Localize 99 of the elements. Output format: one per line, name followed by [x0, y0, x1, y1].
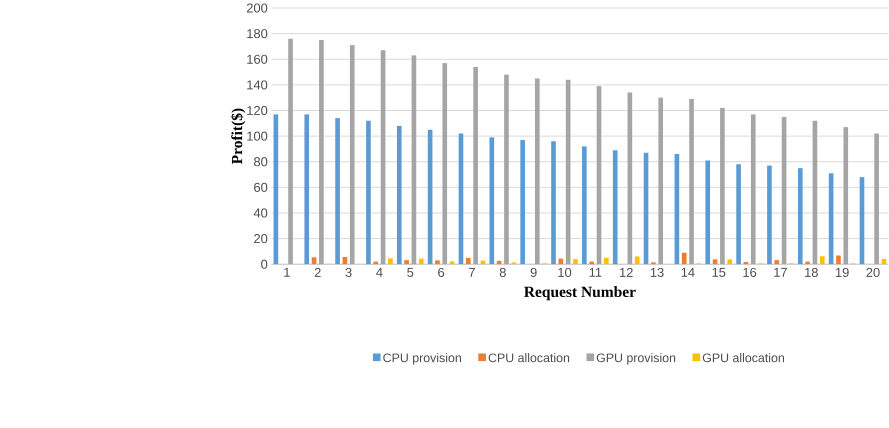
- bar: [674, 154, 680, 264]
- bar: [874, 133, 879, 264]
- bar: [342, 256, 348, 264]
- legend-label: CPU provision: [383, 353, 461, 365]
- bar: [882, 258, 886, 264]
- bar: [644, 152, 648, 264]
- bar: [380, 50, 386, 264]
- bar: [720, 108, 725, 264]
- bar: [566, 80, 570, 264]
- bar: [534, 78, 540, 264]
- x-tick-label: 17: [774, 268, 787, 277]
- bar: [736, 164, 741, 264]
- bar: [750, 114, 756, 264]
- bar: [689, 98, 694, 264]
- y-tick-label: 200: [246, 3, 268, 12]
- x-tick-label: 15: [712, 268, 726, 277]
- bar: [836, 255, 841, 264]
- bar: [798, 168, 803, 264]
- bar: [274, 114, 278, 264]
- bar: [428, 130, 432, 264]
- bar: [828, 173, 834, 264]
- x-tick-label: 1: [284, 268, 290, 277]
- bar: [712, 259, 718, 264]
- bar: [373, 262, 378, 264]
- bar: [558, 258, 564, 264]
- y-tick-label: 100: [247, 131, 268, 141]
- bar: [805, 262, 810, 264]
- bar: [319, 40, 324, 264]
- bar: [412, 55, 416, 264]
- y-tick-label: 140: [247, 80, 268, 90]
- x-axis-title: Request Number: [524, 286, 636, 300]
- x-tick-label: 12: [620, 268, 633, 277]
- bar: [350, 45, 355, 264]
- bar: [628, 92, 632, 264]
- y-axis-title: Profit($): [230, 108, 246, 164]
- y-tick-label: 180: [247, 28, 268, 38]
- bar: [774, 260, 780, 264]
- x-tick-label: 13: [650, 268, 664, 277]
- bar: [604, 258, 609, 264]
- x-tick-label: 10: [558, 268, 572, 277]
- bar: [435, 260, 440, 264]
- bar: [682, 252, 687, 264]
- bar: [480, 260, 486, 264]
- x-tick-label: 19: [836, 268, 849, 277]
- bar: [634, 256, 640, 264]
- bar: [727, 259, 732, 264]
- y-tick-label: 40: [254, 208, 268, 218]
- y-tick-label: 0: [261, 260, 268, 269]
- bar: [843, 127, 848, 264]
- bar: [418, 258, 424, 264]
- bar: [596, 86, 602, 264]
- bar: [335, 118, 340, 264]
- legend-label: GPU provision: [596, 353, 676, 365]
- x-tick-label: 2: [314, 268, 321, 277]
- bar: [312, 257, 316, 264]
- y-tick-label: 20: [254, 234, 268, 244]
- x-tick-label: 11: [590, 268, 602, 277]
- bar: [388, 258, 393, 264]
- bar: [782, 116, 786, 264]
- x-tick-label: 6: [438, 268, 444, 277]
- bar: [466, 258, 471, 264]
- bar: [304, 114, 310, 264]
- bar: [288, 38, 293, 264]
- x-tick-label: 3: [345, 268, 352, 277]
- bar: [520, 140, 525, 264]
- y-tick-label: 120: [247, 106, 268, 115]
- x-tick-label: 7: [469, 268, 475, 277]
- x-tick-label: 8: [500, 268, 506, 277]
- bar: [404, 260, 409, 264]
- x-tick-label: 16: [743, 268, 756, 277]
- bar: [504, 74, 509, 264]
- bar: [366, 120, 371, 264]
- x-tick-label: 20: [866, 268, 880, 277]
- bar: [489, 137, 494, 264]
- y-tick-label: 60: [254, 182, 268, 192]
- bar: [551, 141, 556, 264]
- bar: [589, 262, 594, 264]
- bar: [396, 126, 402, 264]
- bar: [573, 259, 578, 264]
- x-tick-label: 5: [407, 268, 414, 277]
- x-tick-label: 9: [530, 268, 537, 277]
- bar: [658, 98, 664, 264]
- x-tick-label: 4: [376, 268, 383, 277]
- bar: [612, 150, 618, 264]
- bar: [767, 165, 772, 264]
- x-tick-label: 14: [682, 268, 695, 277]
- bar: [582, 146, 587, 264]
- bar: [860, 177, 864, 264]
- legend-label: CPU allocation: [488, 353, 570, 362]
- x-tick-label: 18: [805, 268, 818, 277]
- legend-label: GPU allocation: [702, 353, 784, 362]
- y-tick-label: 160: [247, 54, 268, 64]
- bar: [442, 63, 448, 264]
- bar: [458, 133, 464, 264]
- bar: [705, 160, 710, 264]
- bar: [812, 120, 818, 264]
- y-tick-label: 80: [254, 157, 268, 166]
- bar: [820, 256, 825, 264]
- bar: [473, 66, 478, 264]
